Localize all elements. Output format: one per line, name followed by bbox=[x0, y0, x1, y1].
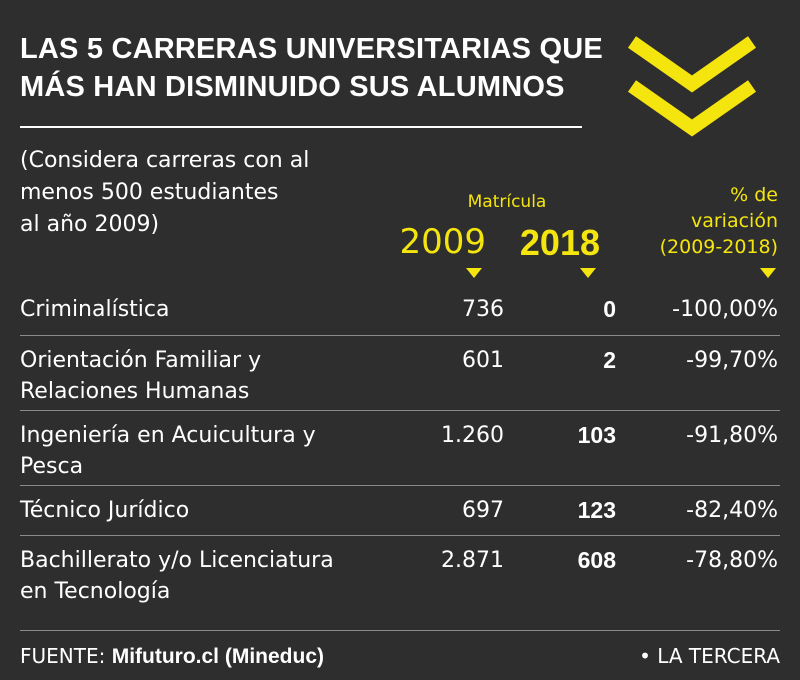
variation-percent: -82,40% bbox=[686, 498, 778, 523]
double-chevron-down-icon bbox=[627, 36, 757, 137]
value-2009: 1.260 bbox=[441, 423, 504, 448]
row-divider bbox=[20, 485, 780, 486]
career-name: Bachillerato y/o Licenciatura en Tecnolo… bbox=[20, 548, 334, 604]
row-divider bbox=[20, 410, 780, 411]
variation-percent: -91,80% bbox=[686, 423, 778, 448]
value-2009: 2.871 bbox=[441, 548, 504, 573]
value-2018: 2 bbox=[603, 347, 616, 373]
row-divider bbox=[20, 535, 780, 536]
value-2018: 0 bbox=[603, 296, 616, 322]
chart-title: LAS 5 CARRERAS UNIVERSITARIAS QUE MÁS HA… bbox=[20, 33, 603, 103]
career-name: Orientación Familiar y Relaciones Humana… bbox=[20, 348, 262, 404]
value-2018: 103 bbox=[577, 422, 616, 448]
value-2009: 697 bbox=[462, 498, 504, 523]
value-2009: 601 bbox=[462, 348, 504, 373]
matricula-header: Matrícula bbox=[467, 192, 547, 212]
variation-percent: -78,80% bbox=[686, 548, 778, 573]
column-header-variation: % de variación (2009-2018) bbox=[659, 184, 778, 258]
publisher-credit: • LA TERCERA bbox=[639, 644, 780, 668]
column-header-2018: 2018 bbox=[519, 222, 600, 263]
variation-percent: -99,70% bbox=[686, 348, 778, 373]
career-name: Criminalística bbox=[20, 297, 170, 322]
value-2009: 736 bbox=[462, 297, 504, 322]
source-label: FUENTE: bbox=[20, 644, 112, 668]
criteria-note: (Considera carreras con al menos 500 est… bbox=[20, 148, 310, 237]
column-header-2009: 2009 bbox=[399, 222, 486, 262]
variation-percent: -100,00% bbox=[672, 297, 778, 322]
value-2018: 608 bbox=[577, 547, 616, 573]
triangle-down-icon bbox=[466, 268, 482, 278]
triangle-down-icon bbox=[580, 268, 596, 278]
career-name: Técnico Jurídico bbox=[20, 498, 190, 523]
career-name: Ingeniería en Acuicultura y Pesca bbox=[20, 423, 316, 479]
triangle-down-icon bbox=[760, 268, 776, 278]
source-value: Mifuturo.cl (Mineduc) bbox=[111, 645, 325, 668]
value-2018: 123 bbox=[577, 497, 616, 523]
footer: FUENTE: Mifuturo.cl (Mineduc) • LA TERCE… bbox=[20, 643, 780, 670]
row-divider bbox=[20, 335, 780, 336]
title-underline bbox=[20, 126, 582, 128]
footer-divider bbox=[20, 630, 780, 631]
